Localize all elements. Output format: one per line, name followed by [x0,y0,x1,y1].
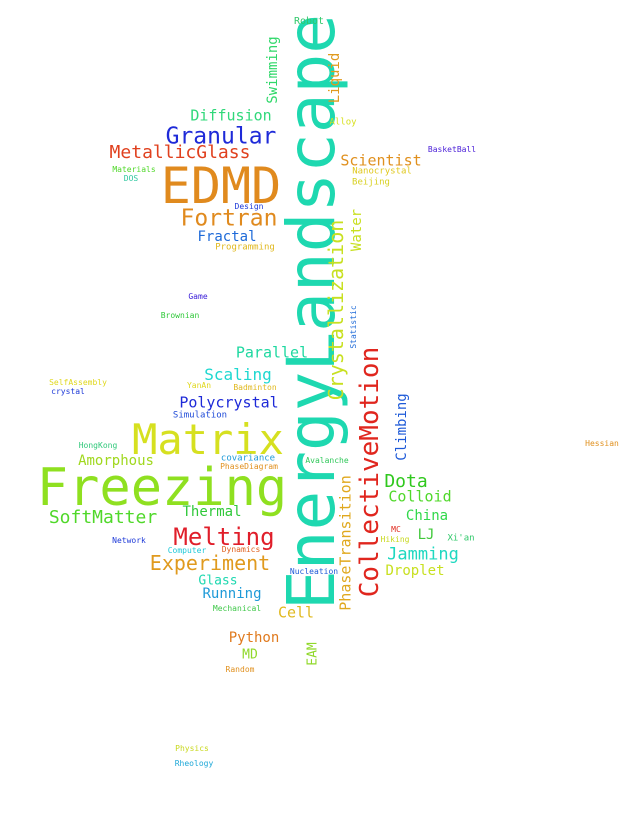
word-jamming: Jamming [387,544,459,565]
word-edmd: EDMD [160,157,282,215]
word-scaling: Scaling [204,365,272,384]
word-simulation: Simulation [172,410,228,421]
word-dos: DOS [123,174,139,183]
word-crystallization: Crystallization [324,219,348,401]
word-nanocrystal: Nanocrystal [352,166,412,177]
word-fortran: Fortran [180,205,278,232]
word-softmatter: SoftMatter [48,507,158,528]
word-crystal: crystal [51,387,85,396]
word-thermal: Thermal [182,504,242,520]
word-glass: Glass [198,573,238,589]
word-computer: Computer [167,546,207,555]
word-diffusion: Diffusion [190,106,272,125]
word-alloy: Alloy [329,117,357,128]
word-phasediagram: PhaseDiagram [220,462,278,471]
word-programming: Programming [215,242,275,253]
word-materials: Materials [112,165,156,174]
word-granular: Granular [165,123,277,150]
word-selfassembly: SelfAssembly [49,378,107,387]
word-water: Water [349,208,365,252]
word-experiment: Experiment [149,551,271,575]
word-matrix: Matrix [132,415,284,464]
word-beijing: Beijing [352,177,390,188]
word-phasetransition: PhaseTransition [336,475,355,611]
word-cell: Cell [277,603,315,622]
word-collectivemotion: CollectiveMotion [355,346,385,598]
word-fractal: Fractal [197,229,257,245]
word-physics: Physics [175,744,209,753]
word-amorphous: Amorphous [78,453,154,469]
word-rheology: Rheology [174,759,214,768]
word-game: Game [188,292,208,301]
word-melting: Melting [173,523,275,551]
word-hessian: Hessian [585,439,619,448]
word-python: Python [228,630,280,646]
word-climbing: Climbing [394,393,410,461]
word-xian: Xi'an [447,533,475,544]
word-network: Network [112,536,146,545]
word-metallicglass: MetallicGlass [109,142,251,163]
word-swimming: Swimming [265,36,281,104]
word-liquid: Liquid [327,52,343,104]
word-droplet: Droplet [385,563,445,579]
word-robot: Robot [293,16,325,27]
word-scientist: Scientist [340,151,422,170]
word-dynamics: Dynamics [221,545,261,554]
word-running: Running [202,586,262,602]
word-parallel: Parallel [235,343,309,362]
word-lj: LJ [417,527,435,543]
word-china: China [405,508,449,524]
word-hiking: Hiking [380,535,410,544]
word-avalanche: Avalanche [305,456,349,465]
word-brownian: Brownian [160,311,200,320]
word-colloid: Colloid [388,487,452,506]
word-mechanical: Mechanical [212,604,262,613]
word-freezing: Freezing [36,458,288,518]
word-dota: Dota [384,471,428,492]
word-hongkong: HongKong [78,441,118,450]
word-yanan: YanAn [186,381,212,390]
word-nucleation: Nucleation [289,567,339,576]
word-mc: MC [391,525,401,534]
word-design: Design [234,202,264,211]
word-basketball: BasketBall [427,145,477,154]
word-polycrystal: Polycrystal [179,393,279,412]
word-badminton: Badminton [233,383,277,392]
word-random: Random [225,665,255,674]
word-eam: EAM [305,642,321,666]
word-statistic: Statistic [349,305,358,349]
word-covariance: covariance [220,453,276,464]
word-md: MD [242,647,258,663]
